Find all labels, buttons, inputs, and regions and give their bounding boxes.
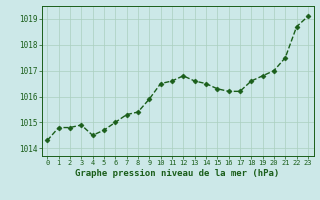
X-axis label: Graphe pression niveau de la mer (hPa): Graphe pression niveau de la mer (hPa) <box>76 169 280 178</box>
